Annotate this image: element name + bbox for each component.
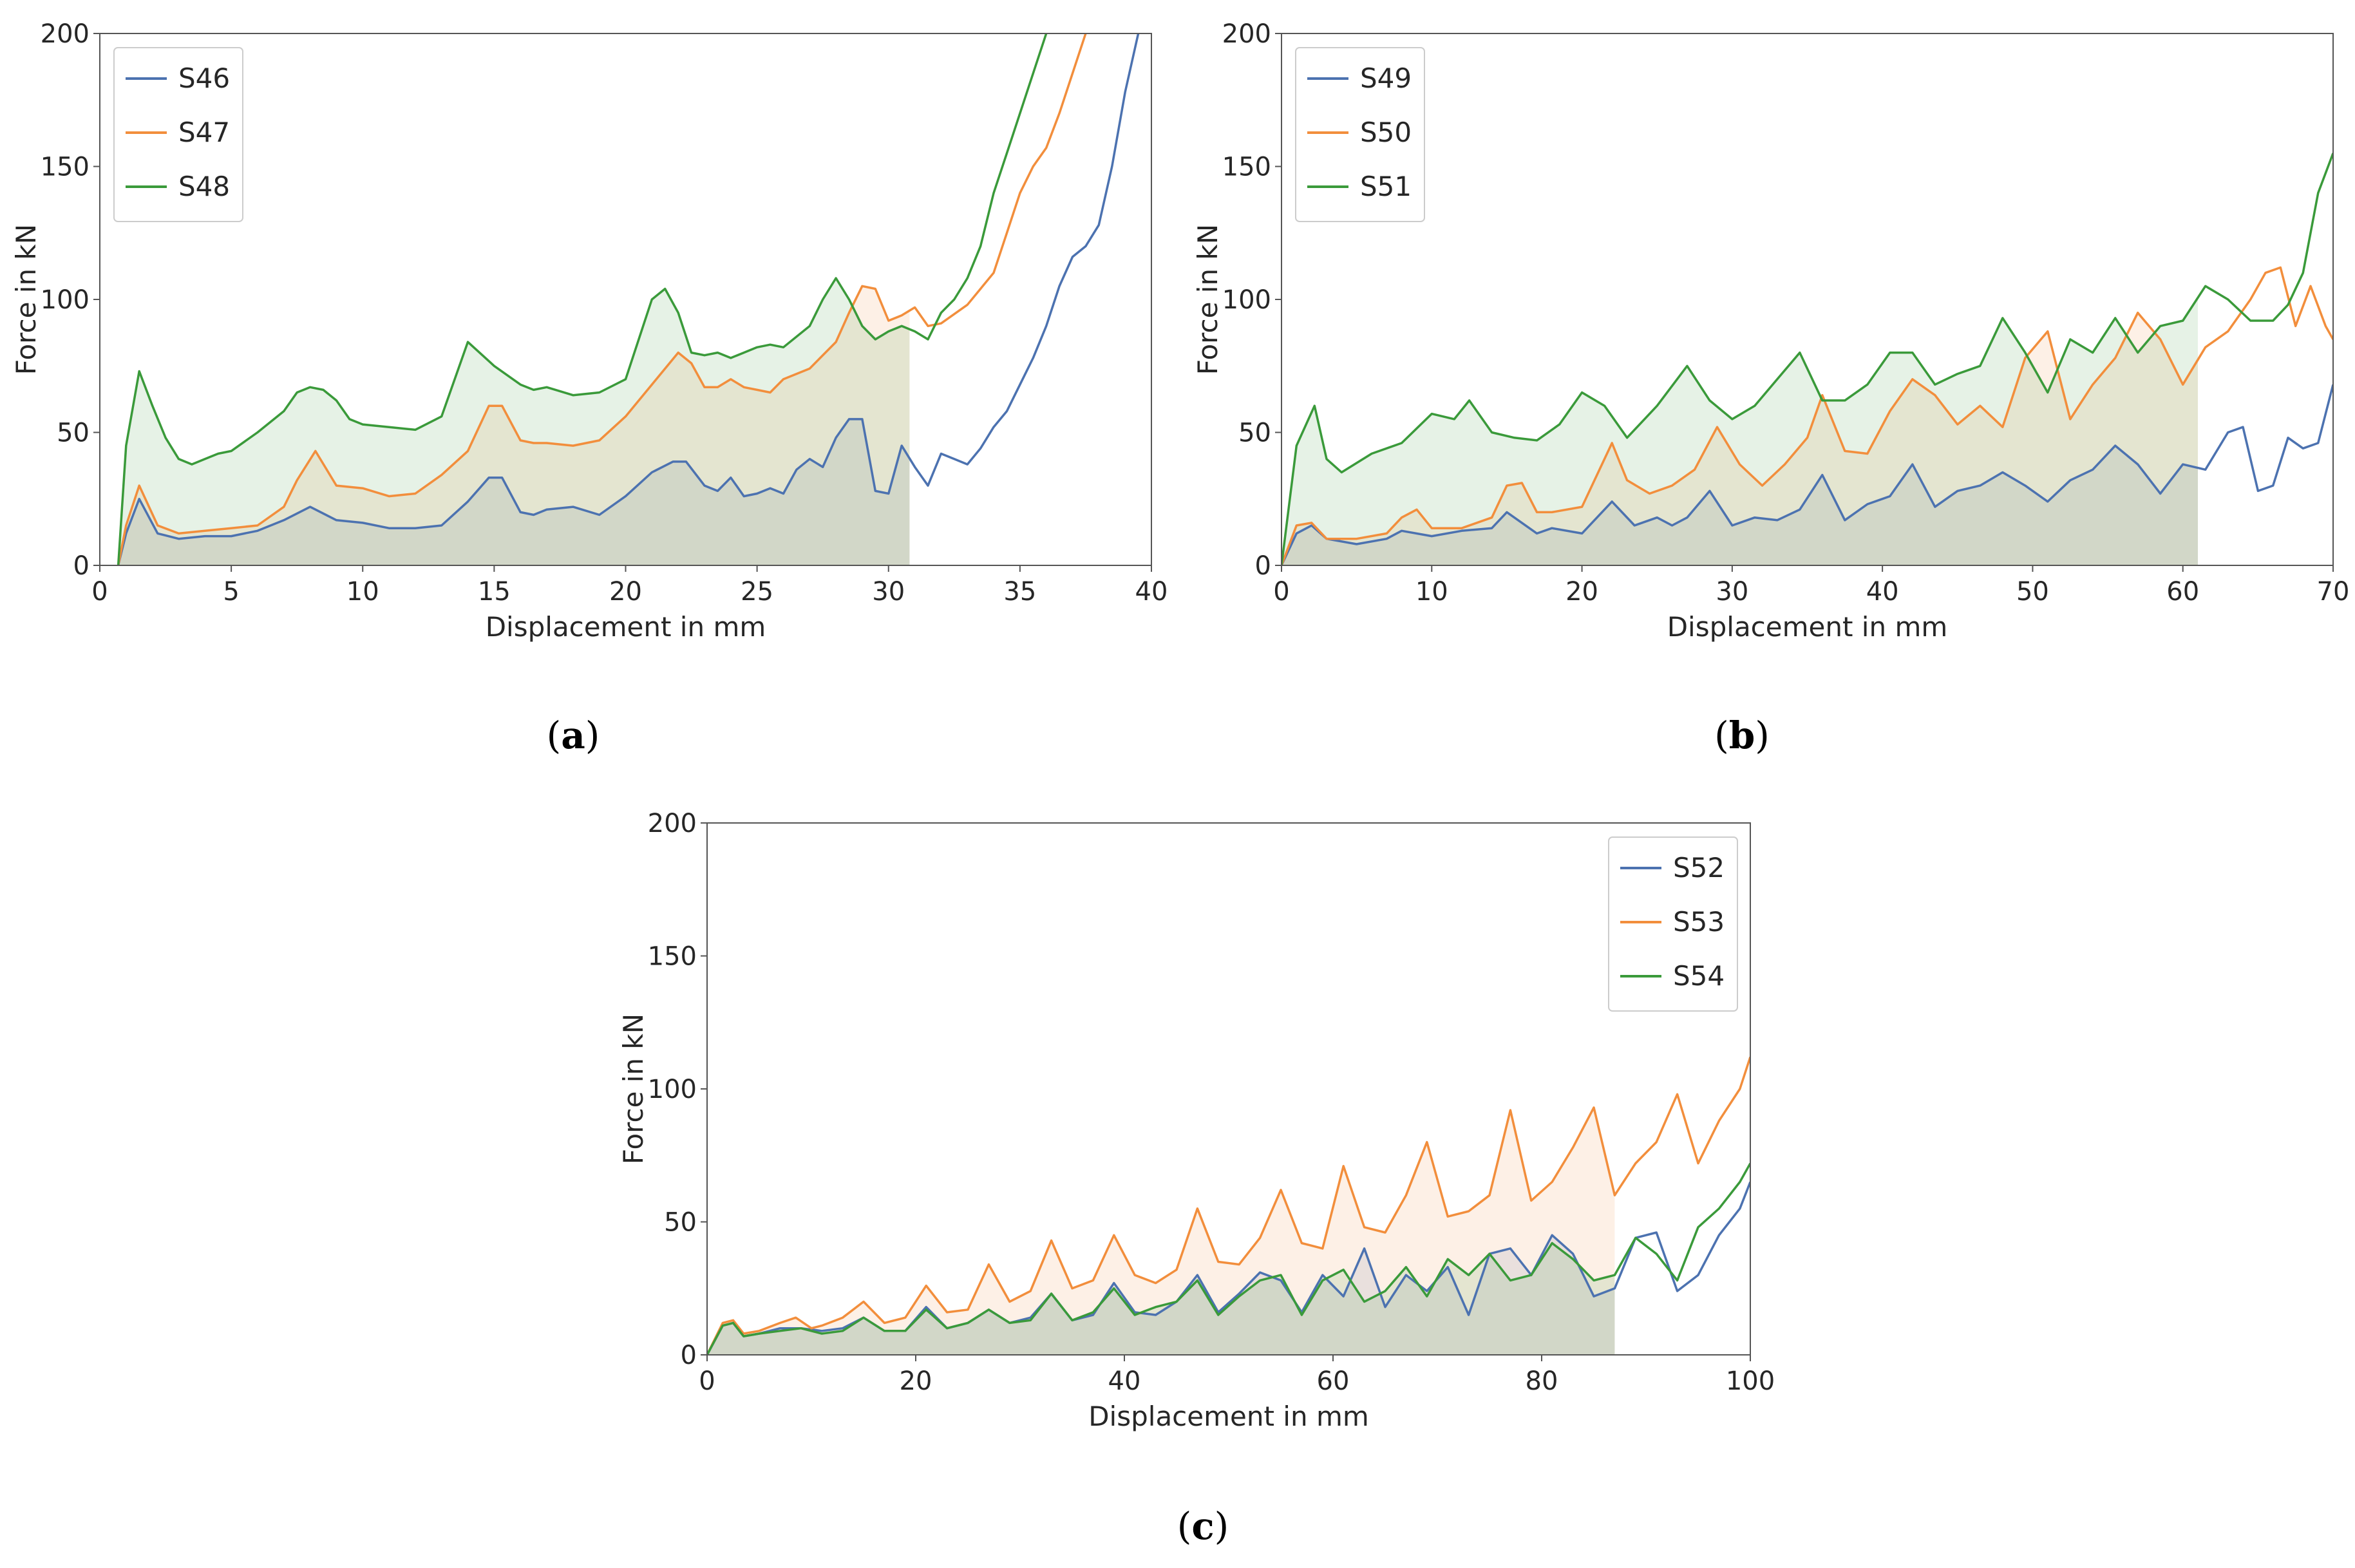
legend-label-S53: S53 [1673, 906, 1725, 938]
x-tick-label: 40 [1135, 577, 1168, 607]
line-S46 [117, 33, 1140, 565]
x-tick-label: 30 [872, 577, 905, 607]
x-tick-label: 5 [223, 577, 239, 607]
line-S47 [117, 33, 1087, 565]
y-tick-label: 150 [41, 153, 90, 182]
y-axis-label: Force in kN [618, 1014, 649, 1164]
y-axis-label: Force in kN [1192, 224, 1224, 375]
area-fills [118, 278, 910, 565]
legend-label-S54: S54 [1673, 960, 1725, 992]
x-tick-label: 0 [699, 1366, 715, 1396]
x-axis-label: Displacement in mm [1667, 611, 1948, 643]
plot-a: 0 5 10 15 20 25 30 35 40 0 50 100 150 200 Displacement… [10, 19, 1168, 643]
legend-label-S51: S51 [1360, 171, 1412, 202]
area-S48 [118, 278, 910, 565]
plot-c: 0 20 40 60 80 100 0 50 100 150 200 Displacement in … [618, 809, 1775, 1432]
x-tick-label: 40 [1108, 1366, 1141, 1396]
line-S49 [1282, 384, 2333, 565]
x-tick-label: 10 [346, 577, 379, 607]
legend: S49 S50 S51 [1295, 47, 1425, 222]
caption-a: (a) [547, 713, 600, 757]
x-tick-label: 30 [1716, 577, 1748, 607]
x-tick-label: 50 [2016, 577, 2049, 607]
x-axis-label: Displacement in mm [486, 611, 766, 643]
caption-b: (b) [1714, 713, 1770, 757]
legend-label-S48: S48 [178, 171, 230, 202]
area-S47 [118, 286, 910, 565]
panel-a: 0 5 10 15 20 25 30 35 40 0 50 100 150 200 Displacement… [10, 19, 1168, 757]
x-tick-label: 20 [1565, 577, 1598, 607]
legend-label-S50: S50 [1360, 117, 1412, 148]
series-lines [707, 1056, 1750, 1355]
y-tick-label: 0 [1255, 551, 1271, 581]
legend-label-S49: S49 [1360, 62, 1412, 94]
area-S53 [707, 1107, 1615, 1355]
x-tick-label: 40 [1866, 577, 1899, 607]
y-tick-label: 50 [57, 419, 90, 448]
area-fills [707, 1107, 1615, 1355]
line-S54 [707, 1162, 1750, 1355]
y-tick-label: 100 [648, 1075, 697, 1104]
y-tick-label: 50 [1238, 419, 1271, 448]
y-tick-label: 200 [1222, 19, 1271, 49]
area-S50 [1282, 312, 2198, 565]
area-S54 [707, 1243, 1615, 1355]
y-axis-label: Force in kN [10, 224, 42, 375]
y-tick-label: 100 [1222, 285, 1271, 315]
x-tick-label: 10 [1415, 577, 1448, 607]
y-tick-label: 0 [73, 551, 90, 581]
area-S52 [707, 1235, 1615, 1355]
y-tick-label: 150 [1222, 153, 1271, 182]
line-S51 [1282, 153, 2333, 565]
legend: S46 S47 S48 [113, 47, 243, 222]
x-tick-label: 60 [1317, 1366, 1350, 1396]
line-S50 [1282, 266, 2333, 565]
x-tick-label: 60 [2166, 577, 2199, 607]
plot-b: 0 10 20 30 40 50 60 70 0 50 100 150 200 Displacement … [1192, 19, 2349, 643]
area-fills [1282, 298, 2198, 565]
legend: S52 S53 S54 [1608, 836, 1738, 1012]
legend-label-S46: S46 [178, 62, 230, 94]
x-tick-label: 20 [609, 577, 642, 607]
y-tick-label: 200 [648, 809, 697, 838]
legend-label-S47: S47 [178, 117, 230, 148]
caption-c: (c) [1177, 1504, 1229, 1548]
y-tick-label: 50 [664, 1208, 697, 1238]
x-tick-label: 0 [91, 577, 108, 607]
x-tick-label: 25 [741, 577, 773, 607]
x-axis-label: Displacement in mm [1088, 1401, 1369, 1432]
x-tick-label: 100 [1726, 1366, 1775, 1396]
x-tick-label: 80 [1526, 1366, 1558, 1396]
x-tick-label: 0 [1273, 577, 1289, 607]
x-tick-label: 35 [1003, 577, 1036, 607]
line-S48 [117, 33, 1048, 565]
x-tick-label: 15 [478, 577, 511, 607]
y-tick-label: 150 [648, 942, 697, 972]
y-tick-label: 100 [41, 285, 90, 315]
x-tick-label: 70 [2317, 577, 2350, 607]
x-tick-label: 20 [900, 1366, 932, 1396]
series-lines [117, 33, 1140, 565]
area-S51 [1282, 298, 2198, 565]
panel-c: 0 20 40 60 80 100 0 50 100 150 200 Displacement in … [618, 809, 1775, 1548]
y-tick-label: 0 [681, 1341, 697, 1370]
legend-label-S52: S52 [1673, 852, 1725, 883]
panel-b: 0 10 20 30 40 50 60 70 0 50 100 150 200 Displacement … [1192, 19, 2349, 757]
area-S46 [118, 419, 910, 565]
series-lines [1282, 153, 2333, 565]
y-tick-label: 200 [41, 19, 90, 49]
line-S53 [707, 1056, 1750, 1355]
area-S49 [1282, 446, 2198, 565]
